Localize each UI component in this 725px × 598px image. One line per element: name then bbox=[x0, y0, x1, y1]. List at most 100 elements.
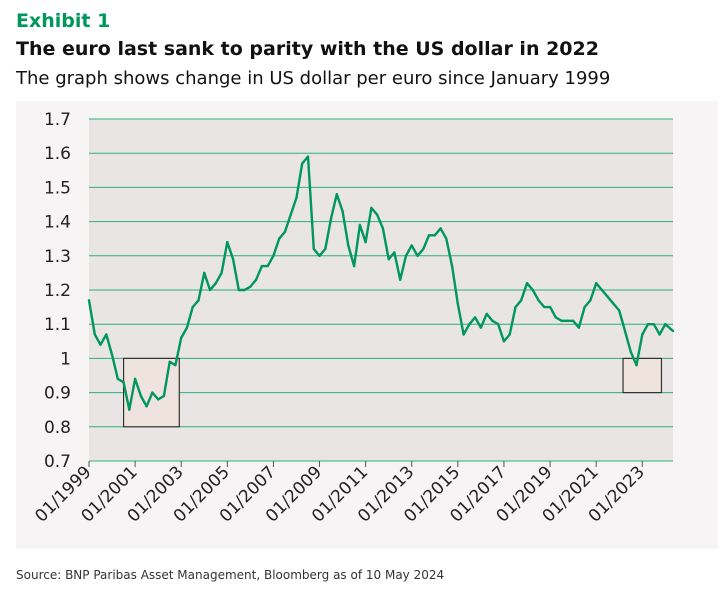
data-point bbox=[185, 326, 189, 329]
eurusd-line bbox=[87, 155, 674, 411]
data-point bbox=[99, 343, 102, 346]
data-point bbox=[623, 329, 627, 333]
data-point bbox=[641, 333, 644, 336]
data-point bbox=[110, 353, 114, 357]
data-point bbox=[352, 264, 356, 268]
data-point bbox=[410, 244, 413, 247]
data-point bbox=[116, 377, 120, 381]
data-point bbox=[646, 323, 650, 326]
data-point bbox=[243, 288, 246, 292]
y-tick-label: 0.8 bbox=[44, 418, 71, 438]
data-point bbox=[485, 312, 488, 316]
data-point bbox=[560, 319, 563, 322]
data-point bbox=[220, 271, 223, 275]
y-tick-label: 1.2 bbox=[44, 281, 71, 301]
data-point bbox=[439, 227, 442, 230]
data-point bbox=[583, 305, 586, 309]
source-note: Source: BNP Paribas Asset Management, Bl… bbox=[16, 568, 445, 582]
data-point bbox=[525, 282, 529, 285]
data-point bbox=[376, 213, 379, 216]
data-point bbox=[399, 278, 402, 281]
data-point bbox=[312, 247, 315, 251]
line-chart: 0.70.80.911.11.21.31.41.51.61.701/199901… bbox=[31, 110, 675, 526]
data-point bbox=[249, 285, 252, 288]
data-point bbox=[157, 398, 160, 401]
data-point bbox=[197, 299, 200, 302]
data-point bbox=[168, 360, 171, 363]
data-point bbox=[658, 333, 661, 336]
data-point bbox=[93, 333, 97, 336]
data-point bbox=[548, 305, 552, 309]
data-point bbox=[335, 193, 338, 196]
data-point bbox=[105, 333, 108, 336]
y-tick-label: 1.3 bbox=[44, 247, 71, 267]
data-point bbox=[151, 391, 154, 394]
data-point bbox=[324, 247, 327, 251]
highlight-box bbox=[622, 357, 663, 394]
data-point bbox=[671, 329, 675, 333]
data-point bbox=[600, 288, 604, 292]
y-tick-label: 1 bbox=[60, 349, 71, 369]
data-point bbox=[301, 162, 304, 165]
data-point bbox=[445, 237, 448, 240]
data-point bbox=[381, 227, 385, 230]
data-point bbox=[566, 319, 569, 322]
data-point bbox=[577, 326, 581, 329]
data-point bbox=[387, 258, 390, 261]
data-point bbox=[433, 234, 436, 237]
data-point bbox=[329, 217, 333, 220]
y-tick-label: 1.6 bbox=[44, 144, 71, 164]
chart-subtitle: The graph shows change in US dollar per … bbox=[16, 68, 611, 89]
data-point bbox=[226, 240, 229, 244]
data-point bbox=[427, 234, 431, 237]
data-point bbox=[203, 271, 206, 275]
data-point bbox=[341, 210, 344, 213]
data-point bbox=[595, 282, 598, 285]
data-point bbox=[612, 302, 615, 305]
data-point bbox=[502, 340, 506, 343]
data-point bbox=[479, 326, 483, 329]
data-point bbox=[554, 316, 557, 319]
data-point bbox=[139, 394, 143, 398]
data-point bbox=[237, 288, 240, 292]
data-point bbox=[508, 333, 511, 336]
data-point bbox=[537, 299, 540, 302]
data-point bbox=[473, 316, 477, 319]
data-point bbox=[589, 299, 592, 302]
data-point bbox=[468, 323, 471, 326]
data-point bbox=[450, 264, 454, 268]
data-point bbox=[543, 305, 546, 309]
y-tick-label: 1.4 bbox=[44, 213, 71, 233]
data-point bbox=[618, 309, 621, 312]
data-point bbox=[491, 319, 494, 322]
data-point bbox=[456, 302, 459, 305]
data-point bbox=[254, 278, 258, 281]
exhibit-label: Exhibit 1 bbox=[16, 10, 111, 32]
data-point bbox=[231, 258, 235, 261]
data-point bbox=[520, 299, 523, 302]
data-point bbox=[462, 333, 465, 336]
data-point bbox=[370, 206, 373, 210]
data-point bbox=[272, 254, 275, 257]
data-point bbox=[208, 288, 212, 292]
data-point bbox=[278, 237, 281, 240]
data-point bbox=[266, 264, 269, 268]
data-point bbox=[606, 295, 609, 298]
data-point bbox=[191, 305, 194, 309]
data-point bbox=[260, 264, 264, 268]
data-point bbox=[180, 336, 183, 340]
data-point bbox=[347, 244, 350, 247]
chart-title: The euro last sank to parity with the US… bbox=[16, 38, 599, 60]
data-point bbox=[404, 254, 408, 257]
data-point bbox=[393, 251, 396, 254]
data-point bbox=[364, 240, 367, 244]
data-point bbox=[283, 230, 287, 234]
data-point bbox=[497, 323, 500, 326]
data-point bbox=[358, 223, 362, 227]
data-point bbox=[174, 364, 177, 367]
data-point bbox=[122, 381, 125, 384]
data-point bbox=[306, 155, 310, 158]
data-point bbox=[289, 213, 292, 216]
data-point bbox=[422, 247, 425, 251]
data-point bbox=[635, 364, 638, 367]
